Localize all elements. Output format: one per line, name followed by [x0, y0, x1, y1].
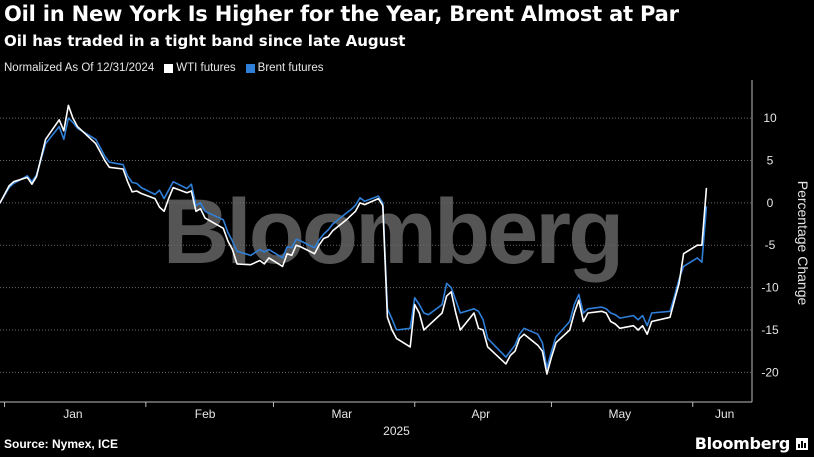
- x-tick-label: Apr: [471, 407, 490, 421]
- legend-swatch-brent: [245, 63, 255, 73]
- bar-chart-icon: [796, 438, 808, 450]
- y-tick-label: 10: [763, 111, 777, 125]
- chart-subtitle: Oil has traded in a tight band since lat…: [4, 32, 406, 50]
- legend-note: Normalized As Of 12/31/2024: [4, 62, 155, 74]
- x-tick-label: Jun: [715, 407, 734, 421]
- y-tick-label: 5: [767, 154, 774, 168]
- brand-logo: Bloomberg: [694, 434, 791, 453]
- legend-label-wti: WTI futures: [176, 62, 236, 74]
- x-tick-label: Feb: [195, 407, 216, 421]
- x-tick-label: Mar: [331, 407, 352, 421]
- legend-swatch-wti: [164, 63, 174, 73]
- x-axis-year-label: 2025: [383, 424, 410, 438]
- x-tick-label: Jan: [63, 407, 82, 421]
- series-line-brent: [0, 117, 708, 369]
- legend-item-brent: Brent futures: [245, 62, 324, 74]
- y-tick-label: -5: [765, 238, 776, 252]
- y-tick-label: -10: [761, 281, 779, 295]
- y-tick-label: -20: [761, 365, 779, 379]
- watermark-text: Bloomberg: [163, 181, 622, 283]
- y-axis-title: Percentage Change: [795, 181, 811, 306]
- legend-item-wti: WTI futures: [164, 62, 236, 74]
- chart-title: Oil in New York Is Higher for the Year, …: [4, 2, 679, 26]
- legend-label-brent: Brent futures: [257, 62, 324, 74]
- legend: Normalized As Of 12/31/2024 WTI futures …: [4, 62, 324, 74]
- series-line-wti: [0, 104, 708, 375]
- y-tick-label: -15: [761, 323, 779, 337]
- x-tick-label: May: [608, 407, 631, 421]
- source-note: Source: Nymex, ICE: [4, 437, 119, 451]
- y-tick-label: 0: [767, 196, 774, 210]
